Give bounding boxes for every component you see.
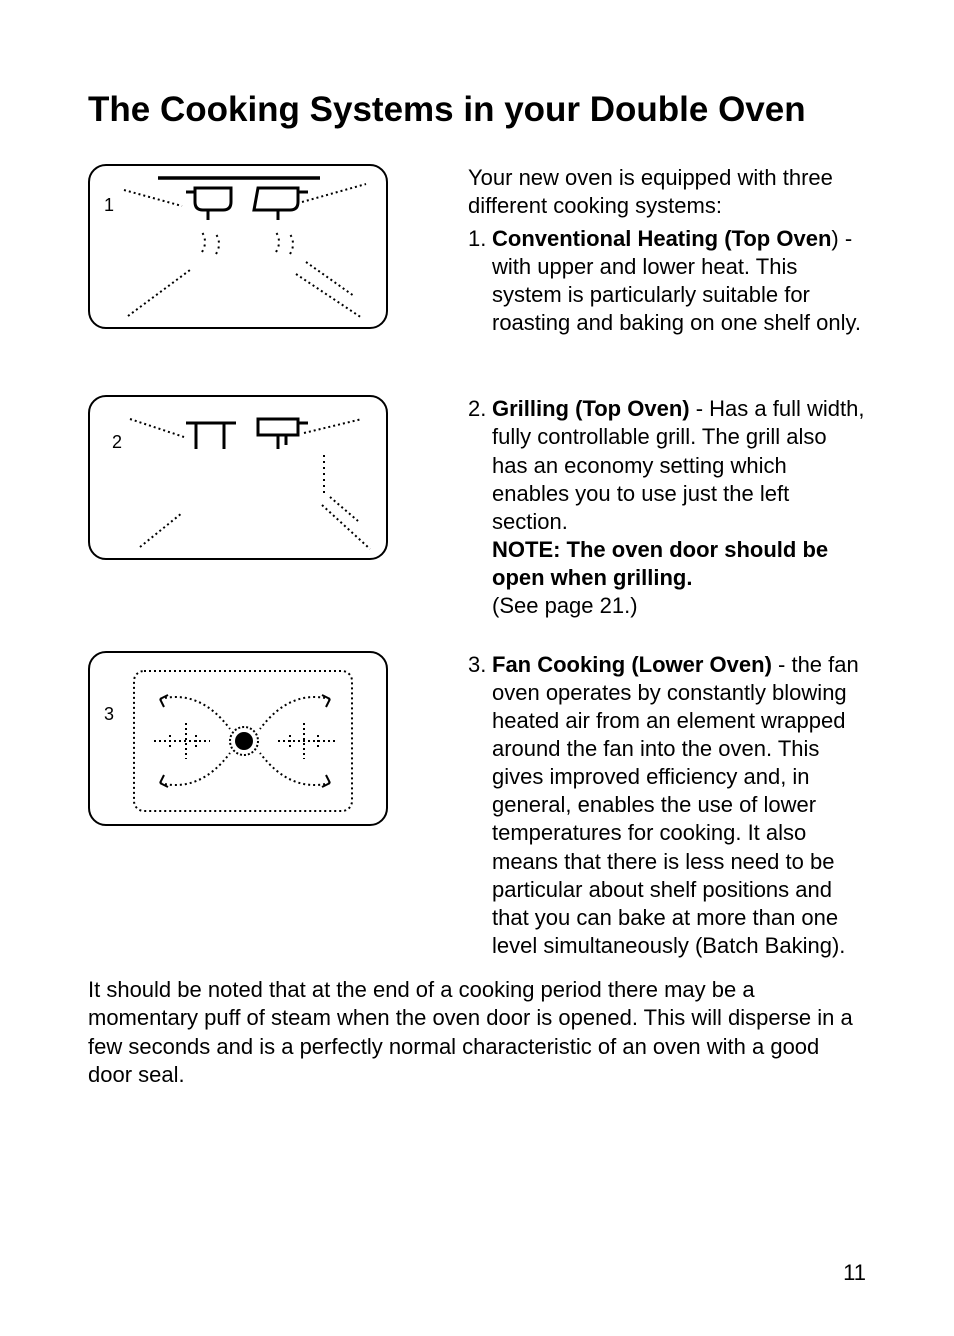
diagram-grilling-svg [90,397,390,562]
system-tail-3: - the fan oven operates by constantly bl… [492,652,859,959]
text-col-3: 3. Fan Cooking (Lower Oven) - the fan ov… [468,651,866,961]
system-note-2: NOTE: The oven door should be open when … [492,537,828,590]
page-title: The Cooking Systems in your Double Oven [88,90,866,130]
diagram-conventional-svg [90,166,390,331]
text-col-2: 2. Grilling (Top Oven) - Has a full widt… [468,395,866,620]
system-num-3: 3. [468,651,492,679]
system-body-3: Fan Cooking (Lower Oven) - the fan oven … [492,651,866,961]
diagram-grilling: 2 [88,395,388,560]
diagram-col-1: 1 [88,164,468,365]
diagram-col-3: 3 [88,651,468,862]
system-note-tail-2: (See page 21.) [492,593,638,618]
intro-text: Your new oven is equipped with three dif… [468,164,866,220]
page-number: 11 [843,1260,866,1286]
page: The Cooking Systems in your Double Oven … [0,0,954,1336]
closing-paragraph: It should be noted that at the end of a … [88,976,866,1089]
system-body-2: Grilling (Top Oven) - Has a full width, … [492,395,866,620]
system-num-2: 2. [468,395,492,423]
system-title-3: Fan Cooking (Lower Oven) [492,652,772,677]
diagram-conventional: 1 [88,164,388,329]
row-system-2: 2 [88,395,866,620]
text-col-1: Your new oven is equipped with three dif… [468,164,866,337]
row-system-3: 3 [88,651,866,961]
row-system-1: 1 [88,164,866,365]
diagram-fan: 3 [88,651,388,826]
system-title-1: Conventional Heating (Top Oven [492,226,831,251]
system-title-2: Grilling (Top Oven) [492,396,690,421]
system-item-1: 1. Conventional Heating (Top Oven) - wit… [468,225,866,338]
system-item-2: 2. Grilling (Top Oven) - Has a full widt… [468,395,866,620]
system-num-1: 1. [468,225,492,253]
system-item-3: 3. Fan Cooking (Lower Oven) - the fan ov… [468,651,866,961]
diagram-fan-svg [90,653,390,828]
diagram-col-2: 2 [88,395,468,596]
system-body-1: Conventional Heating (Top Oven) - with u… [492,225,866,338]
